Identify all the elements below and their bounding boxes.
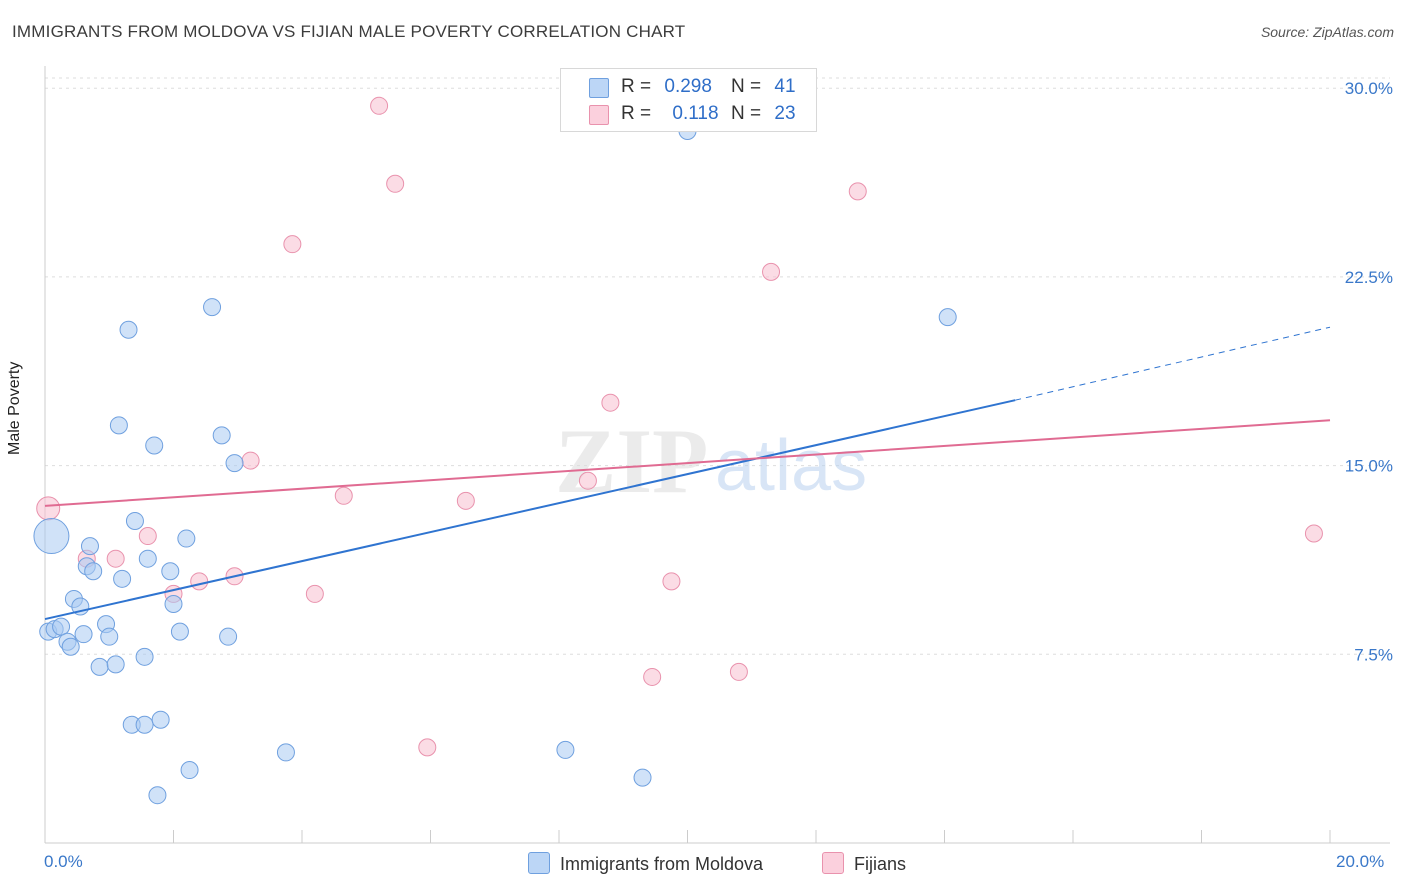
y-tick-label: 7.5%	[1354, 645, 1393, 664]
moldova-point	[938, 308, 957, 327]
y-axis-label: Male Poverty	[6, 361, 23, 455]
moldova-point	[151, 710, 170, 729]
fijians-point	[601, 393, 620, 412]
fijians-point	[762, 262, 781, 281]
fijians-point	[578, 471, 597, 490]
fijians-trend-line	[44, 419, 1331, 507]
legend-item-fijians: Fijians	[822, 852, 906, 875]
legend-label-fijians: Fijians	[854, 854, 907, 874]
fijians-point	[386, 174, 405, 193]
legend-swatch-blue	[589, 78, 609, 98]
moldova-point	[61, 637, 80, 656]
fijians-point	[418, 738, 437, 757]
fijians-point	[334, 486, 353, 505]
moldova-point	[52, 617, 71, 636]
moldova-point	[33, 518, 70, 555]
fijians-point	[729, 662, 748, 681]
moldova-point	[177, 529, 196, 548]
watermark-zip: ZIP	[555, 410, 708, 512]
legend-swatch-moldova	[528, 852, 550, 874]
fijians-point	[1304, 524, 1323, 543]
fijians-point	[190, 572, 209, 591]
moldova-point	[161, 562, 180, 581]
moldova-point	[180, 761, 199, 780]
x-tick-label-max: 20.0%	[1336, 852, 1385, 871]
fijians-point	[662, 572, 681, 591]
moldova-point	[138, 549, 157, 568]
moldova-point	[100, 627, 119, 646]
moldova-point	[225, 454, 244, 473]
legend-pink-n-value: 23	[774, 103, 796, 124]
moldova-point	[106, 655, 125, 674]
legend-item-moldova: Immigrants from Moldova	[528, 852, 763, 875]
chart-title: IMMIGRANTS FROM MOLDOVA VS FIJIAN MALE P…	[12, 22, 686, 41]
legend-swatch-fijians	[822, 852, 844, 874]
moldova-point	[633, 768, 652, 787]
legend-pink-n-label: N =	[731, 103, 762, 124]
moldova-point	[119, 320, 138, 339]
y-tick-label: 22.5%	[1345, 268, 1393, 287]
moldova-point	[556, 740, 575, 759]
fijians-point	[106, 549, 125, 568]
legend-label-moldova: Immigrants from Moldova	[560, 854, 764, 874]
y-tick-label: 30.0%	[1345, 79, 1393, 98]
fijians-point	[370, 96, 389, 115]
legend-blue-n-label: N =	[731, 76, 762, 97]
moldova-point	[84, 562, 103, 581]
moldova-point	[74, 625, 93, 644]
moldova-point	[125, 511, 144, 530]
moldova-point	[145, 436, 164, 455]
fijians-point	[241, 451, 260, 470]
fijians-point	[456, 491, 475, 510]
moldova-point	[80, 537, 99, 556]
legend-swatch-pink	[589, 105, 609, 125]
fijians-point	[138, 527, 157, 546]
moldova-point	[109, 416, 128, 435]
fijians-point	[848, 182, 867, 201]
fijians-point	[283, 235, 302, 254]
fijians-point	[36, 496, 61, 521]
moldova-point	[135, 715, 154, 734]
correlation-legend: R = 0.298 N = 41 R = 0.118 N = 23	[560, 68, 817, 132]
series-legend: Immigrants from Moldova Fijians	[0, 852, 1406, 878]
moldova-point	[170, 622, 189, 641]
moldova-point	[90, 657, 109, 676]
fijians-point	[305, 584, 324, 603]
legend-pink-r-label: R =	[621, 103, 652, 124]
moldova-point	[164, 594, 183, 613]
moldova-trend-line	[44, 399, 1016, 621]
moldova-point	[135, 647, 154, 666]
moldova-point	[148, 786, 167, 805]
moldova-point	[113, 569, 132, 588]
legend-blue-r-label: R =	[621, 76, 652, 97]
legend-blue-n-value: 41	[774, 76, 796, 97]
y-tick-label: 15.0%	[1345, 457, 1393, 476]
legend-blue-r-value: 0.298	[664, 76, 712, 97]
source-label: Source: ZipAtlas.com	[1260, 24, 1394, 40]
x-tick-label-min: 0.0%	[44, 852, 83, 871]
fijians-point	[643, 667, 662, 686]
moldova-point	[212, 426, 231, 445]
moldova-point	[203, 298, 222, 317]
moldova-trend-extension	[1015, 326, 1331, 401]
legend-pink-r-value: 0.118	[672, 103, 719, 124]
moldova-point	[276, 743, 295, 762]
moldova-point	[219, 627, 238, 646]
